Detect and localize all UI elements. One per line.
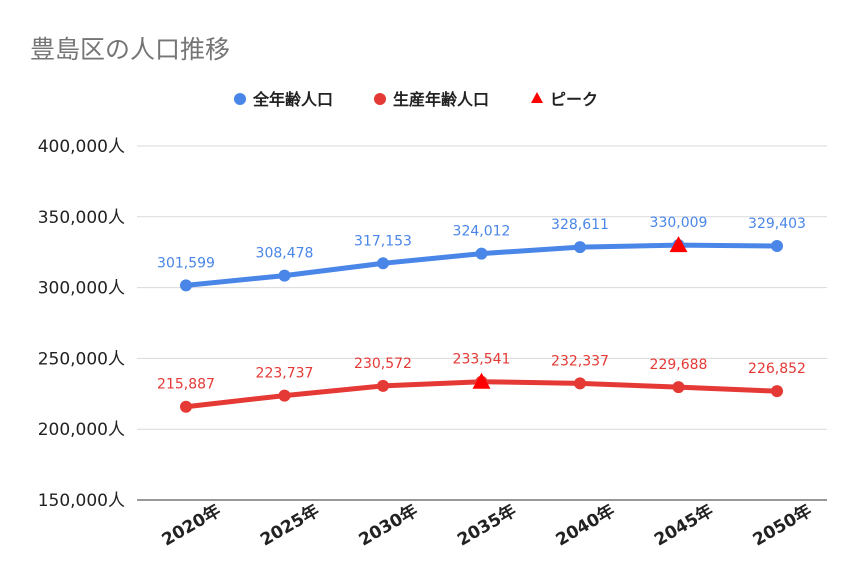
y-tick-label: 150,000人	[38, 491, 125, 511]
data-point	[377, 379, 389, 392]
x-tick-label: 2020年	[158, 500, 224, 550]
data-point	[574, 377, 586, 390]
legend-marker	[234, 93, 246, 105]
legend-marker	[531, 92, 543, 103]
y-tick-label: 300,000人	[38, 279, 125, 299]
legend-label: ピーク	[550, 90, 598, 109]
data-label: 330,009	[650, 215, 708, 231]
data-point	[672, 381, 685, 394]
data-point	[475, 247, 488, 260]
data-point	[278, 389, 291, 402]
data-label: 301,599	[157, 255, 215, 271]
data-label: 215,887	[157, 377, 215, 393]
data-label: 230,572	[354, 356, 412, 372]
legend-label: 生産年齢人口	[393, 90, 489, 109]
x-tick-label: 2050年	[749, 500, 815, 550]
y-tick-label: 350,000人	[38, 208, 125, 228]
x-tick-label: 2030年	[355, 500, 421, 550]
legend-label: 全年齢人口	[252, 90, 333, 109]
data-point	[377, 257, 389, 270]
y-tick-label: 200,000人	[38, 420, 125, 440]
data-label: 308,478	[256, 246, 314, 262]
x-tick-label: 2025年	[257, 500, 323, 550]
chart-title: 豊島区の人口推移	[30, 35, 231, 64]
data-label: 233,541	[453, 352, 511, 368]
data-label: 324,012	[453, 224, 511, 240]
data-point	[180, 400, 192, 413]
y-tick-label: 400,000人	[38, 137, 125, 157]
data-point	[771, 385, 783, 398]
data-point	[771, 239, 783, 252]
x-tick-label: 2045年	[651, 500, 717, 550]
data-label: 328,611	[551, 217, 609, 233]
legend-marker	[374, 93, 386, 105]
data-label: 223,737	[256, 366, 314, 382]
data-label: 226,852	[748, 361, 806, 377]
data-label: 317,153	[354, 233, 412, 249]
peak-marker	[669, 236, 688, 253]
data-label: 329,403	[748, 216, 806, 232]
x-tick-label: 2040年	[552, 500, 618, 550]
data-label: 229,688	[650, 357, 708, 373]
peak-marker	[472, 372, 491, 389]
data-point	[574, 241, 586, 254]
x-tick-label: 2035年	[454, 500, 520, 550]
data-point	[180, 279, 192, 292]
y-tick-label: 250,000人	[38, 349, 125, 369]
data-label: 232,337	[551, 353, 609, 369]
data-point	[278, 269, 291, 282]
